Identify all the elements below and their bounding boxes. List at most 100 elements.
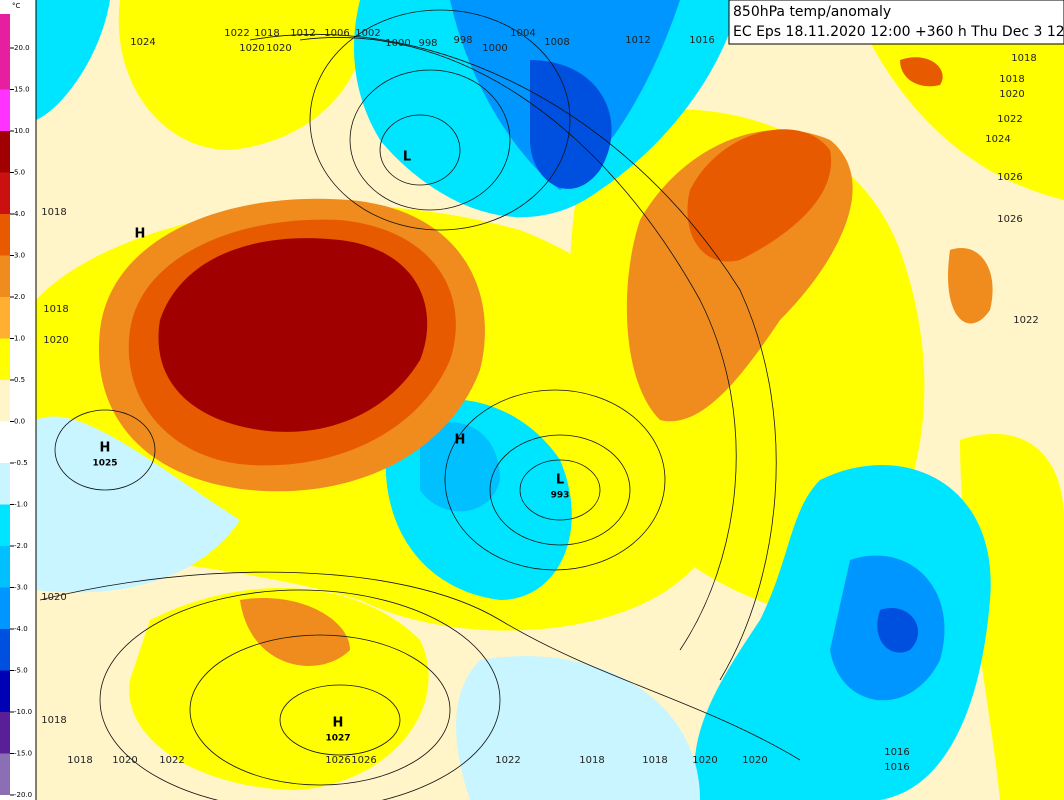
- isobar-label: 1026: [325, 755, 350, 766]
- anomaly-area: [877, 608, 919, 653]
- center-value: 993: [551, 491, 570, 501]
- legend-band: [0, 670, 10, 712]
- legend-label: 0.0: [14, 418, 25, 426]
- isobar-label: 1008: [544, 37, 569, 48]
- isobar-label: 1016: [884, 747, 909, 758]
- legend-band: [0, 712, 10, 754]
- legend-label: 1.0: [14, 335, 25, 343]
- isobar-label: 1018: [254, 28, 279, 39]
- legend-label: 5.0: [14, 169, 25, 177]
- isobar-label: 1026: [351, 755, 376, 766]
- isobar-label: 1024: [985, 134, 1010, 145]
- anomaly-area: [36, 0, 110, 120]
- legend-label: 4.0: [14, 210, 25, 218]
- isobar-label: 1018: [41, 715, 66, 726]
- legend-band: [0, 380, 10, 422]
- center-letter: L: [403, 150, 411, 165]
- isobar-label: 1020: [112, 755, 137, 766]
- isobar-label: 1000: [482, 43, 507, 54]
- color-legend: °C 20.0 15.0 10.0 5.0 4.0 3.0 2.0 1.0 0.5 0.0 -0.5…: [0, 0, 37, 800]
- isobar-label: 1020: [43, 335, 68, 346]
- isobar-label: 1018: [642, 755, 667, 766]
- header-title: 850hPa temp/anomaly: [733, 4, 891, 20]
- legend-label: 3.0: [14, 252, 25, 260]
- isobar-label: 1018: [579, 755, 604, 766]
- isobar-label: 1012: [290, 28, 315, 39]
- isobar-label: 1016: [884, 762, 909, 773]
- anomaly-area: [420, 422, 500, 512]
- legend-label: -4.0: [14, 625, 28, 633]
- isobar-label: 1018: [67, 755, 92, 766]
- legend-label: -10.0: [14, 708, 32, 716]
- isobar-label: 1024: [130, 37, 155, 48]
- isobar-label: 1020: [999, 89, 1024, 100]
- legend-band: [0, 504, 10, 546]
- anomaly-area: [687, 129, 832, 262]
- isobar-label: 1000: [385, 38, 410, 49]
- isobar-label: 1022: [997, 114, 1022, 125]
- anomaly-area: [118, 0, 365, 150]
- center-letter: H: [135, 227, 146, 242]
- legend-band: [0, 255, 10, 297]
- legend-label: -2.0: [14, 542, 28, 550]
- isobar-label: 998: [453, 35, 472, 46]
- legend-band: [0, 89, 10, 131]
- legend-band: [0, 338, 10, 380]
- isobar-label: 1004: [510, 28, 535, 39]
- legend-band: [0, 14, 10, 48]
- isobar-label: 1018: [999, 74, 1024, 85]
- isobar-label: 1026: [997, 214, 1022, 225]
- legend-label: -3.0: [14, 584, 28, 592]
- legend-label: 15.0: [14, 86, 30, 94]
- isobar-label: 1020: [742, 755, 767, 766]
- legend-band: [0, 214, 10, 256]
- legend-band: [0, 131, 10, 173]
- legend-label: 0.5: [14, 376, 25, 384]
- isobar-lines: [39, 9, 801, 800]
- legend-band: [0, 297, 10, 339]
- center-letter: H: [333, 716, 344, 731]
- legend-band: [0, 48, 10, 90]
- anomaly-area: [158, 238, 428, 432]
- isobar-label: 1022: [1013, 315, 1038, 326]
- legend-label: -1.0: [14, 501, 28, 509]
- legend-label: -15.0: [14, 750, 32, 758]
- isobar-label: 1022: [224, 28, 249, 39]
- legend-label: -0.5: [14, 459, 28, 467]
- legend-band: [0, 587, 10, 629]
- isobar-label: 1012: [625, 35, 650, 46]
- header-run: EC Eps 18.11.2020 12:00 +360 h Thu Dec 3…: [733, 24, 1064, 40]
- anomaly-area: [240, 598, 350, 666]
- legend-label: -20.0: [14, 791, 32, 799]
- center-value: 1025: [92, 459, 117, 469]
- isobar-label: 1020: [692, 755, 717, 766]
- legend-band: [0, 421, 10, 463]
- center-letter: L: [556, 473, 564, 488]
- legend-band: [0, 172, 10, 214]
- isobar-label: 1016: [689, 35, 714, 46]
- isobar-label: 1018: [41, 207, 66, 218]
- legend-unit: °C: [12, 2, 21, 10]
- isobar-label: 1020: [41, 592, 66, 603]
- anomaly-area: [530, 60, 612, 189]
- legend-label: 10.0: [14, 127, 30, 135]
- anomaly-area: [900, 57, 943, 87]
- legend-label: 2.0: [14, 293, 25, 301]
- anomaly-area: [850, 0, 1064, 200]
- anomaly-area: [960, 433, 1064, 800]
- isobar-label: 1026: [997, 172, 1022, 183]
- isobar-label: 1018: [43, 304, 68, 315]
- center-letter: H: [100, 441, 111, 456]
- anomaly-area: [36, 416, 240, 593]
- anomaly-area: [948, 248, 993, 324]
- isobar-label: 1006: [324, 28, 349, 39]
- legend-band: [0, 753, 10, 795]
- isobar-label: 1018: [1011, 53, 1036, 64]
- center-value: 1027: [325, 734, 350, 744]
- legend-band: [0, 463, 10, 505]
- isobar-label: 998: [418, 38, 437, 49]
- isobar-label: 1020: [239, 43, 264, 54]
- isobar-label: 1002: [355, 28, 380, 39]
- isobar-label: 1022: [159, 755, 184, 766]
